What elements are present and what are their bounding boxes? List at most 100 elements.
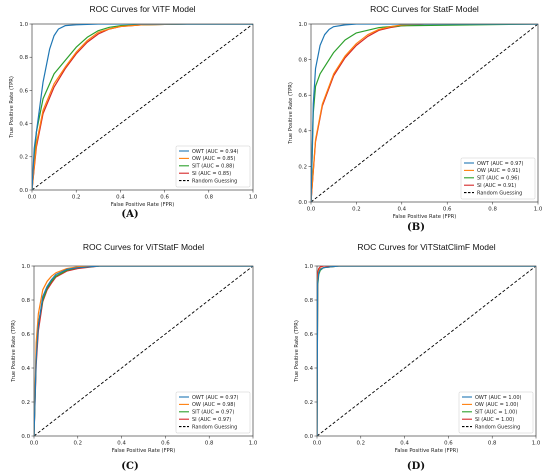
legend-label: SIT (AUC = 1.00) xyxy=(475,410,517,416)
legend-box xyxy=(175,391,251,434)
legend-label: Random Guessing xyxy=(192,178,237,184)
x-tick-label: 0.6 xyxy=(161,441,170,447)
x-tick-label: 0.2 xyxy=(72,195,81,201)
roc-panel-2: ROC Curves for ViTStatF Model 0.0 0.2 0.4 0.… xyxy=(11,242,258,472)
legend-label: SI (AUC = 0.97) xyxy=(192,417,231,423)
chart-title: ROC Curves for StatF Model xyxy=(370,4,479,14)
legend-box xyxy=(458,391,534,434)
y-tick-label: 0.4 xyxy=(19,122,28,128)
x-tick-label: 1.0 xyxy=(532,441,541,447)
roc-panel-0: ROC Curves for ViTF Model 0.0 0.2 0.4 0.6 0.8… xyxy=(9,4,258,220)
baseline-line xyxy=(34,266,253,436)
legend: OWT (AUC = 1.00)OW (AUC = 1.00) SIT (AUC … xyxy=(458,391,534,434)
x-axis-label: False Positive Rate (FPR) xyxy=(395,448,459,454)
legend-label: OWT (AUC = 0.94) xyxy=(192,149,239,155)
roc-panel-1: ROC Curves for StatF Model 0.0 0.2 0.4 0.6 0.… xyxy=(288,4,543,233)
y-tick-label: 0.2 xyxy=(19,155,28,161)
y-tick-label: 0.8 xyxy=(298,58,307,64)
y-tick-label: 0.4 xyxy=(298,129,307,135)
series-line xyxy=(317,266,536,436)
y-tick-label: 0.2 xyxy=(298,164,307,170)
panel-caption: (D) xyxy=(407,461,425,472)
x-tick-label: 0.4 xyxy=(117,441,126,447)
legend-label: OWT (AUC = 0.97) xyxy=(477,161,524,167)
y-tick-label: 0.2 xyxy=(21,400,30,406)
x-tick-label: 0.0 xyxy=(313,441,322,447)
series-group xyxy=(317,266,536,436)
chart-title: ROC Curves for ViTStatF Model xyxy=(83,242,204,252)
x-tick-label: 0.8 xyxy=(205,441,214,447)
x-tick-label: 0.6 xyxy=(443,207,452,213)
y-tick-label: 0.6 xyxy=(19,88,28,94)
y-tick-label: 0.0 xyxy=(298,200,307,206)
legend-label: OWT (AUC = 1.00) xyxy=(475,395,522,401)
x-axis-label: False Positive Rate (FPR) xyxy=(111,202,175,208)
series-line xyxy=(311,24,538,202)
x-tick-label: 1.0 xyxy=(534,207,543,213)
panel-caption: (A) xyxy=(121,209,138,220)
legend-label: SIT (AUC = 0.88) xyxy=(192,164,234,170)
legend-label: SIT (AUC = 0.97) xyxy=(192,410,234,416)
y-tick-label: 0.4 xyxy=(21,366,30,372)
y-tick-label: 0.8 xyxy=(19,55,28,61)
series-line xyxy=(34,266,253,436)
series-line xyxy=(317,266,536,436)
y-tick-label: 0.6 xyxy=(21,332,30,338)
y-tick-label: 0.0 xyxy=(21,434,30,440)
y-tick-label: 0.2 xyxy=(304,400,313,406)
legend: OWT (AUC = 0.97)OW (AUC = 0.98) SIT (AUC … xyxy=(175,391,251,434)
y-axis-label: True Positive Rate (TPR) xyxy=(294,320,300,383)
legend-label: OW (AUC = 0.85) xyxy=(192,156,235,162)
x-tick-label: 0.4 xyxy=(116,195,125,201)
y-tick-label: 0.8 xyxy=(304,298,313,304)
legend-label: SIT (AUC = 0.96) xyxy=(477,176,519,182)
y-axis-label: True Positive Rate (TPR) xyxy=(288,82,294,145)
x-tick-label: 0.2 xyxy=(74,441,83,447)
x-tick-label: 0.8 xyxy=(488,441,497,447)
y-tick-label: 1.0 xyxy=(21,264,30,270)
series-line xyxy=(32,24,253,190)
baseline-line xyxy=(32,24,253,190)
x-tick-label: 0.4 xyxy=(398,207,407,213)
legend-box xyxy=(460,157,536,200)
y-tick-label: 0.0 xyxy=(19,188,28,194)
x-tick-label: 0.2 xyxy=(352,207,361,213)
y-tick-label: 0.4 xyxy=(304,366,313,372)
series-line xyxy=(32,24,253,190)
x-tick-label: 0.0 xyxy=(30,441,39,447)
x-axis-label: False Positive Rate (FPR) xyxy=(393,214,457,220)
x-tick-label: 0.4 xyxy=(400,441,409,447)
baseline-line xyxy=(317,266,536,436)
legend-label: SI (AUC = 1.00) xyxy=(475,417,514,423)
legend-label: OWT (AUC = 0.97) xyxy=(192,395,239,401)
chart-title: ROC Curves for ViTF Model xyxy=(89,4,195,14)
legend: OWT (AUC = 0.94)OW (AUC = 0.85) SIT (AUC … xyxy=(175,145,251,188)
panel-caption: (B) xyxy=(407,222,425,233)
y-axis-label: True Positive Rate (TPR) xyxy=(9,76,15,139)
x-tick-label: 1.0 xyxy=(249,441,258,447)
x-tick-label: 0.6 xyxy=(444,441,453,447)
series-group xyxy=(32,24,253,190)
y-tick-label: 0.6 xyxy=(298,93,307,99)
chart-title: ROC Curves for ViTStatClimF Model xyxy=(357,242,495,252)
x-tick-label: 1.0 xyxy=(249,195,258,201)
x-axis-label: False Positive Rate (FPR) xyxy=(112,448,176,454)
y-tick-label: 1.0 xyxy=(304,264,313,270)
x-tick-label: 0.2 xyxy=(357,441,366,447)
x-tick-label: 0.0 xyxy=(28,195,37,201)
legend-box xyxy=(175,145,251,188)
legend-label: SI (AUC = 0.91) xyxy=(477,183,516,189)
legend: OWT (AUC = 0.97)OW (AUC = 0.91) SIT (AUC … xyxy=(460,157,536,200)
legend-label: Random Guessing xyxy=(475,424,520,430)
series-group xyxy=(311,24,538,202)
y-axis-label: True Positive Rate (TPR) xyxy=(11,320,17,383)
y-tick-label: 1.0 xyxy=(298,22,307,28)
legend-label: OW (AUC = 0.91) xyxy=(477,168,520,174)
y-tick-label: 0.8 xyxy=(21,298,30,304)
series-line xyxy=(311,24,538,202)
legend-label: OW (AUC = 1.00) xyxy=(475,402,518,408)
series-line xyxy=(311,24,538,202)
legend-label: Random Guessing xyxy=(477,190,522,196)
x-tick-label: 0.8 xyxy=(488,207,497,213)
